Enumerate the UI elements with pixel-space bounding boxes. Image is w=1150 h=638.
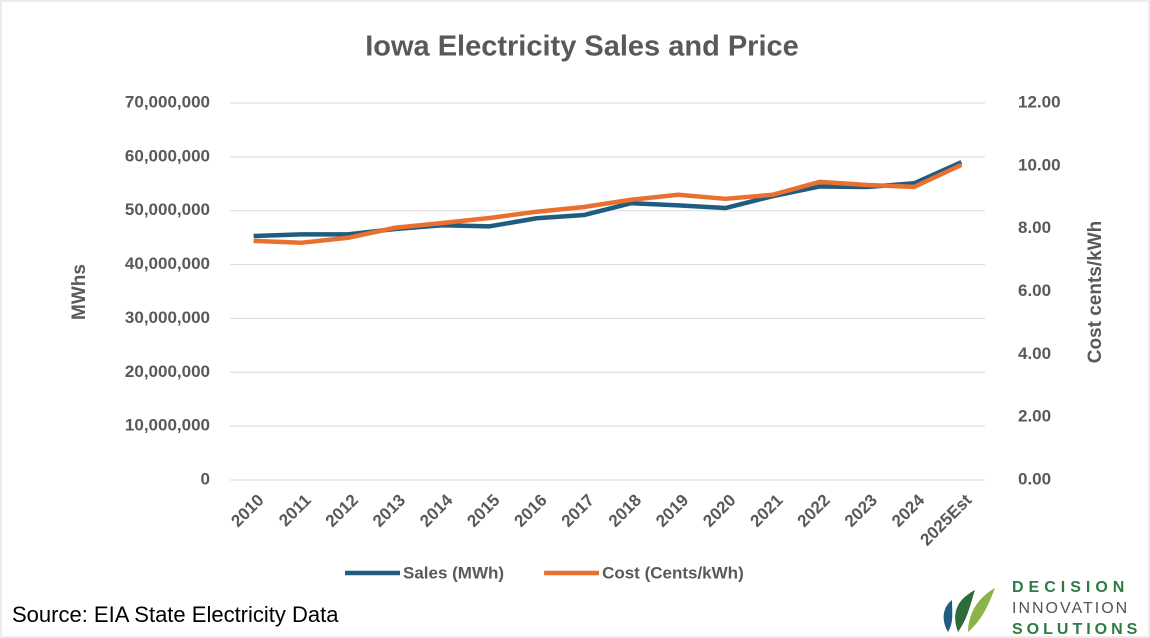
legend-label: Cost (Cents/kWh) bbox=[602, 563, 744, 582]
logo: DECISION INNOVATION SOLUTIONS bbox=[943, 579, 1141, 638]
y-tick-label: 20,000,000 bbox=[125, 362, 210, 381]
logo-leaf bbox=[968, 588, 995, 632]
y2-tick-label: 8.00 bbox=[1018, 218, 1051, 237]
y-axis-label: MWhs bbox=[69, 264, 90, 320]
logo-text: SOLUTIONS bbox=[1012, 621, 1141, 638]
y-tick-label: 60,000,000 bbox=[125, 146, 210, 165]
series-line bbox=[253, 162, 963, 246]
y-tick-label: 40,000,000 bbox=[125, 254, 210, 273]
legend-label: Sales (MWh) bbox=[403, 563, 504, 582]
y2-tick-label: 12.00 bbox=[1018, 92, 1061, 111]
y-tick-label: 30,000,000 bbox=[125, 308, 210, 327]
y2-tick-label: 4.00 bbox=[1018, 344, 1051, 363]
source-note: Source: EIA State Electricity Data bbox=[12, 602, 339, 627]
y-tick-label: 10,000,000 bbox=[125, 416, 210, 435]
y-tick-label: 70,000,000 bbox=[125, 92, 210, 111]
y-tick-label: 0 bbox=[201, 469, 210, 488]
y2-axis-label: Cost cents/kWh bbox=[1085, 221, 1106, 364]
y2-tick-label: 0.00 bbox=[1018, 469, 1051, 488]
logo-leaf bbox=[955, 590, 975, 632]
y2-tick-label: 2.00 bbox=[1018, 407, 1051, 426]
y2-tick-label: 6.00 bbox=[1018, 281, 1051, 300]
logo-text: INNOVATION bbox=[1012, 600, 1129, 617]
y-tick-label: 50,000,000 bbox=[125, 200, 210, 219]
y2-tick-label: 10.00 bbox=[1018, 155, 1061, 174]
logo-leaf bbox=[943, 600, 953, 632]
logo-text: DECISION bbox=[1012, 579, 1129, 596]
chart-title: Iowa Electricity Sales and Price bbox=[365, 31, 799, 63]
